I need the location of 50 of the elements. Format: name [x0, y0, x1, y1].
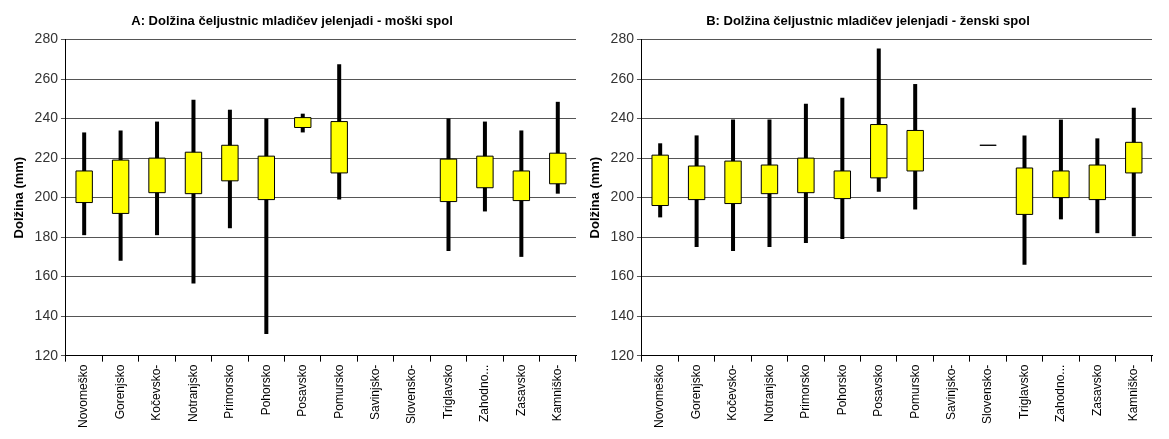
x-tick-label: Gorenjsko	[688, 364, 703, 420]
chart-title: A: Dolžina čeljustnic mladičev jelenjadi - moški spol	[131, 13, 453, 29]
y-tick-label: 160	[34, 267, 59, 284]
y-tick-label: 240	[610, 109, 635, 126]
y-tick-label: 200	[610, 188, 635, 205]
chart-title: B: Dolžina čeljustnic mladičev jelenjadi - ženski spol	[706, 13, 1030, 29]
x-tick-label: Slovensko-	[404, 364, 419, 425]
x-tick-label: Notranjsko	[761, 364, 776, 422]
x-tick-label: Savinjsko-	[943, 364, 958, 420]
y-tick-label: 140	[34, 307, 59, 323]
y-tick-label: 280	[34, 30, 59, 47]
y-tick-label: 120	[610, 346, 635, 363]
x-tick-label: Pomursko	[331, 364, 346, 419]
x-tick-label: Zahodno...	[1053, 364, 1068, 423]
x-tick-label: Zasavsko	[1089, 364, 1104, 416]
y-tick-label: 180	[610, 227, 635, 244]
x-tick-label: Novomeško	[652, 364, 667, 428]
x-tick-label: Kamniško-	[550, 364, 565, 422]
x-tick-label: Posavsko	[871, 364, 886, 417]
x-tick-label: Primorsko	[222, 364, 237, 419]
y-tick-label: 220	[34, 148, 59, 165]
x-tick-label: Triglavsko	[1016, 364, 1031, 419]
y-tick-label: 260	[610, 69, 635, 86]
x-tick-label: Zahodno...	[477, 364, 492, 423]
y-tick-label: 260	[34, 69, 59, 86]
y-tick-label: 160	[610, 267, 635, 284]
y-axis-title: Dolžina (mm)	[11, 156, 27, 239]
y-tick-label: 140	[610, 307, 635, 323]
x-tick-label: Triglavsko	[440, 364, 455, 419]
x-tick-label: Savinjsko-	[367, 364, 382, 420]
x-tick-label: Pohorsko	[834, 364, 849, 416]
x-tick-label: Kočevsko-	[149, 364, 164, 421]
x-tick-label: Pomursko	[907, 364, 922, 419]
x-tick-label: Zasavsko	[513, 364, 528, 416]
y-axis-title: Dolžina (mm)	[587, 156, 603, 239]
x-tick-label: Gorenjsko	[112, 364, 127, 420]
y-tick-label: 220	[610, 148, 635, 165]
y-tick-label: 280	[610, 30, 635, 47]
x-tick-label: Posavsko	[295, 364, 310, 417]
y-tick-label: 120	[34, 346, 59, 363]
x-tick-label: Kočevsko-	[725, 364, 740, 421]
x-tick-label: Notranjsko	[185, 364, 200, 422]
x-tick-label: Primorsko	[798, 364, 813, 419]
x-tick-label: Slovensko-	[980, 364, 995, 425]
x-tick-label: Kamniško-	[1126, 364, 1141, 422]
y-tick-label: 180	[34, 227, 59, 244]
y-tick-label: 240	[34, 109, 59, 126]
x-tick-label: Pohorsko	[258, 364, 273, 416]
x-tick-label: Novomeško	[76, 364, 91, 428]
y-tick-label: 200	[34, 188, 59, 205]
